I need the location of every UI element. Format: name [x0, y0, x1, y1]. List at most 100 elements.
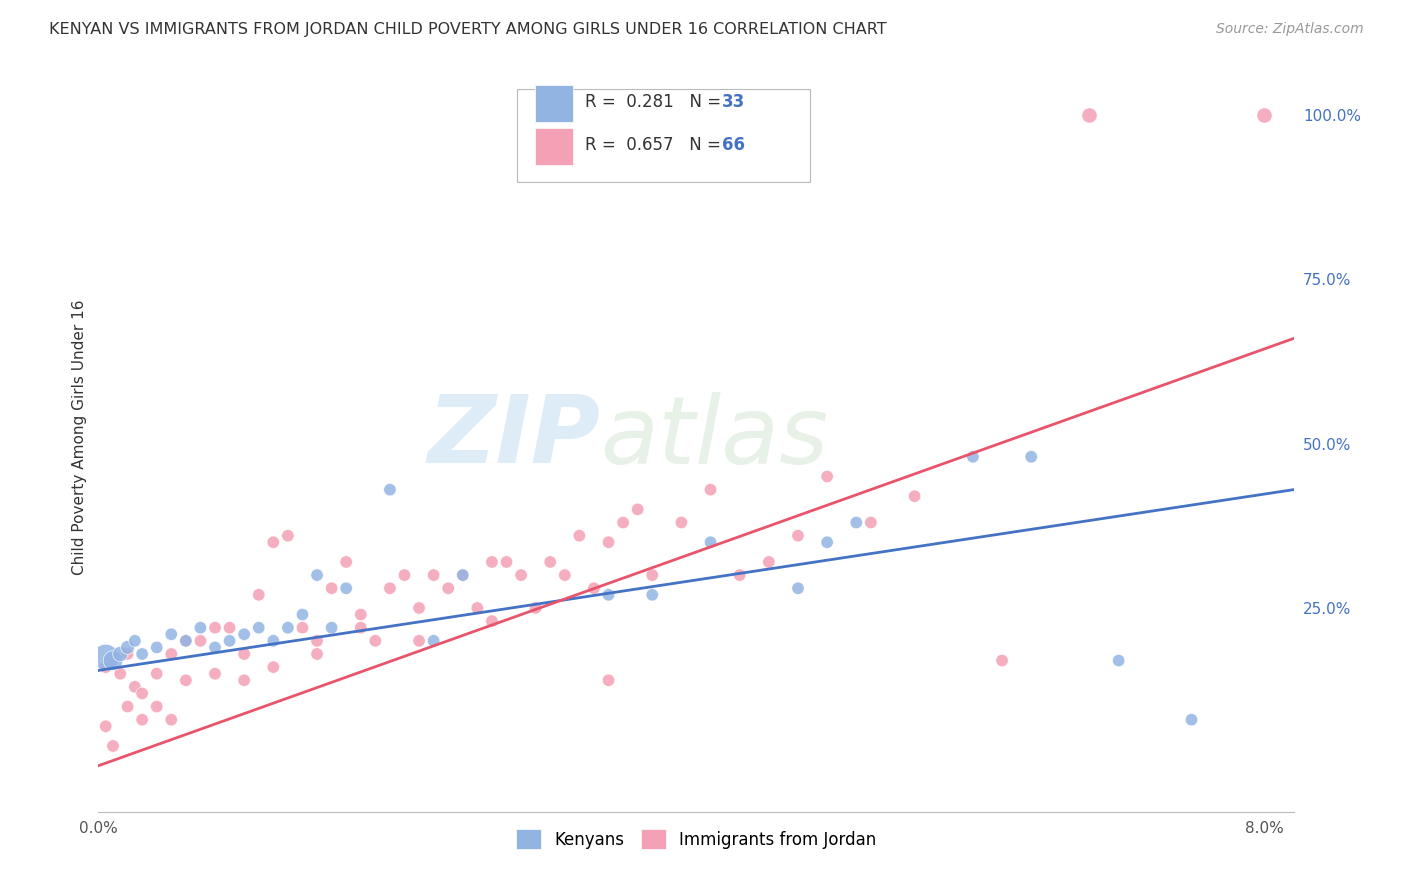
Point — [437, 581, 460, 595]
Point — [145, 666, 167, 681]
Text: atlas: atlas — [600, 392, 828, 483]
Point — [408, 601, 430, 615]
Point — [524, 601, 547, 615]
Point — [728, 568, 751, 582]
Point — [277, 529, 299, 543]
Point — [131, 713, 153, 727]
Text: ZIP: ZIP — [427, 391, 600, 483]
Point — [145, 699, 167, 714]
FancyBboxPatch shape — [534, 85, 572, 122]
Point — [247, 621, 270, 635]
Point — [291, 621, 314, 635]
Point — [124, 680, 146, 694]
Text: Source: ZipAtlas.com: Source: ZipAtlas.com — [1216, 22, 1364, 37]
Point — [131, 686, 153, 700]
Point — [467, 601, 489, 615]
Point — [699, 483, 721, 497]
Point — [962, 450, 984, 464]
Point — [641, 568, 664, 582]
Point — [845, 516, 868, 530]
Y-axis label: Child Poverty Among Girls Under 16: Child Poverty Among Girls Under 16 — [72, 300, 87, 574]
Point — [101, 739, 124, 753]
Point — [204, 640, 226, 655]
Point — [335, 581, 357, 595]
Point — [305, 633, 328, 648]
Point — [145, 640, 167, 655]
Point — [174, 633, 197, 648]
Point — [598, 673, 620, 688]
Point — [612, 516, 634, 530]
Point — [671, 516, 693, 530]
Point — [451, 568, 474, 582]
Text: 66: 66 — [723, 136, 745, 154]
Point — [218, 633, 240, 648]
Point — [1180, 713, 1202, 727]
Point — [787, 581, 810, 595]
FancyBboxPatch shape — [534, 128, 572, 165]
Point — [262, 535, 284, 549]
Point — [903, 489, 925, 503]
Point — [124, 633, 146, 648]
Point — [408, 633, 430, 648]
Point — [568, 529, 591, 543]
Point — [422, 633, 444, 648]
Point — [190, 621, 212, 635]
Point — [758, 555, 780, 569]
FancyBboxPatch shape — [517, 88, 810, 182]
Point — [699, 535, 721, 549]
Point — [94, 719, 117, 733]
Point — [101, 654, 124, 668]
Point — [262, 633, 284, 648]
Point — [495, 555, 517, 569]
Point — [627, 502, 650, 516]
Point — [378, 581, 401, 595]
Point — [117, 647, 139, 661]
Point — [1019, 450, 1042, 464]
Point — [1078, 108, 1101, 122]
Point — [598, 588, 620, 602]
Point — [378, 483, 401, 497]
Point — [204, 666, 226, 681]
Point — [277, 621, 299, 635]
Point — [364, 633, 387, 648]
Point — [262, 660, 284, 674]
Point — [394, 568, 416, 582]
Point — [160, 713, 183, 727]
Point — [335, 555, 357, 569]
Point — [787, 529, 810, 543]
Point — [451, 568, 474, 582]
Point — [1108, 654, 1130, 668]
Point — [247, 588, 270, 602]
Point — [481, 555, 503, 569]
Point — [160, 627, 183, 641]
Text: KENYAN VS IMMIGRANTS FROM JORDAN CHILD POVERTY AMONG GIRLS UNDER 16 CORRELATION : KENYAN VS IMMIGRANTS FROM JORDAN CHILD P… — [49, 22, 887, 37]
Point — [131, 647, 153, 661]
Point — [538, 555, 561, 569]
Point — [218, 621, 240, 635]
Point — [641, 588, 664, 602]
Text: R =  0.657   N =: R = 0.657 N = — [585, 136, 725, 154]
Point — [350, 607, 373, 622]
Point — [117, 640, 139, 655]
Point — [101, 654, 124, 668]
Point — [233, 627, 256, 641]
Point — [321, 621, 343, 635]
Point — [305, 647, 328, 661]
Point — [481, 614, 503, 628]
Text: 33: 33 — [723, 93, 745, 111]
Point — [190, 633, 212, 648]
Text: R =  0.281   N =: R = 0.281 N = — [585, 93, 727, 111]
Point — [110, 666, 132, 681]
Point — [554, 568, 576, 582]
Point — [991, 654, 1014, 668]
Point — [117, 699, 139, 714]
Point — [510, 568, 533, 582]
Point — [422, 568, 444, 582]
Point — [233, 673, 256, 688]
Point — [815, 535, 838, 549]
Point — [94, 650, 117, 665]
Point — [350, 621, 373, 635]
Point — [815, 469, 838, 483]
Point — [859, 516, 882, 530]
Point — [94, 660, 117, 674]
